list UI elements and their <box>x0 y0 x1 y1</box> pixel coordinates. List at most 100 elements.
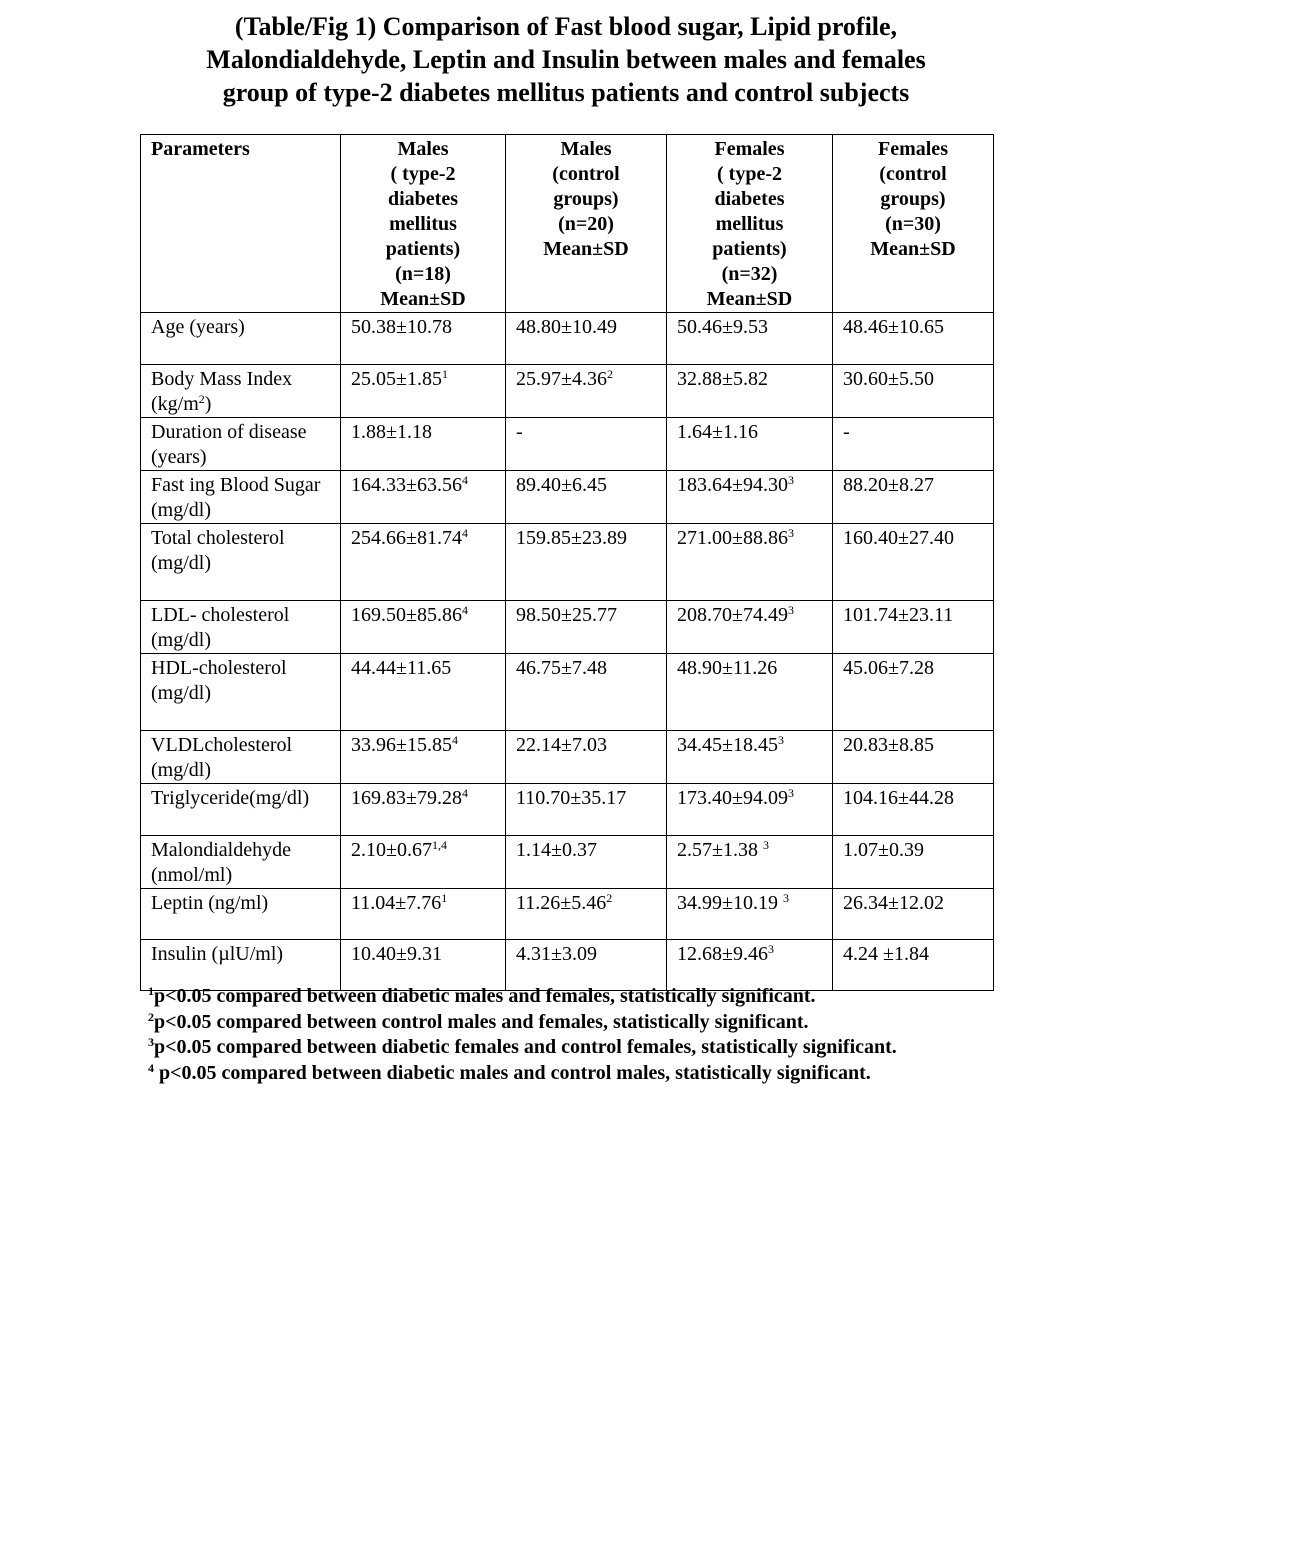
value-cell: 48.90±11.26 <box>666 653 833 731</box>
mean-sd-value: 104.16±44.28 <box>843 787 954 809</box>
mean-sd-value: 208.70±74.49 <box>677 604 788 626</box>
parameter-cell: LDL- cholesterol (mg/dl) <box>140 600 341 654</box>
header-parameters: Parameters <box>140 134 341 313</box>
parameter-cell: Malondialdehyde (nmol/ml) <box>140 835 341 889</box>
value-cell: 160.40±27.40 <box>832 523 994 601</box>
mean-sd-value: 34.99±10.19 <box>677 892 783 914</box>
significance-marker: 2 <box>606 367 613 381</box>
parameter-label: Body Mass Index (kg/m <box>151 368 293 415</box>
mean-sd-value: 173.40±94.09 <box>677 787 788 809</box>
mean-sd-value: 1.14±0.37 <box>516 839 597 861</box>
mean-sd-value: 25.97±4.36 <box>516 368 607 390</box>
mean-sd-value: 50.46±9.53 <box>677 316 768 338</box>
value-cell: 4.24 ±1.84 <box>832 939 994 991</box>
value-cell: 208.70±74.493 <box>666 600 833 654</box>
mean-sd-value: 2.57±1.38 <box>677 839 763 861</box>
comparison-table: Parameters Males ( type-2 diabetes melli… <box>140 134 994 991</box>
value-cell: 44.44±11.65 <box>340 653 506 731</box>
footnote: 1p<0.05 compared between diabetic males … <box>148 984 897 1010</box>
parameter-label: Malondialdehyde (nmol/ml) <box>151 839 291 886</box>
footnote-text: p<0.05 compared between diabetic males a… <box>154 985 816 1007</box>
footnote-marker: 2 <box>148 1009 154 1024</box>
significance-marker: 3 <box>787 473 794 487</box>
value-cell: 88.20±8.27 <box>832 470 994 524</box>
value-cell: 45.06±7.28 <box>832 653 994 731</box>
value-cell: 1.64±1.16 <box>666 417 833 471</box>
table-body: Age (years) 50.38±10.78 48.80±10.49 50.46±9… <box>140 312 994 991</box>
mean-sd-value: 169.83±79.28 <box>351 787 462 809</box>
parameter-label: VLDLcholesterol (mg/dl) <box>151 734 293 781</box>
value-cell: 89.40±6.45 <box>505 470 667 524</box>
mean-sd-value: 271.00±88.86 <box>677 527 788 549</box>
header-row: Parameters Males ( type-2 diabetes melli… <box>140 134 994 313</box>
value-cell: 183.64±94.303 <box>666 470 833 524</box>
mean-sd-value: 4.24 ±1.84 <box>843 943 929 965</box>
table-row: LDL- cholesterol (mg/dl) 169.50±85.864 98.… <box>140 600 994 654</box>
significance-marker: 4 <box>461 526 468 540</box>
table-row: Body Mass Index (kg/m2) 25.05±1.851 25.97±… <box>140 364 994 418</box>
value-cell: 4.31±3.09 <box>505 939 667 991</box>
footnotes: 1p<0.05 compared between diabetic males … <box>148 984 897 1086</box>
footnote-text: p<0.05 compared between diabetic males a… <box>154 1061 871 1084</box>
value-cell: 159.85±23.89 <box>505 523 667 601</box>
value-cell: 22.14±7.03 <box>505 730 667 784</box>
mean-sd-value: 169.50±85.86 <box>351 604 462 626</box>
table-row: Fast ing Blood Sugar (mg/dl) 164.33±63.56… <box>140 470 994 524</box>
mean-sd-value: 20.83±8.85 <box>843 734 934 756</box>
footnote: 4 p<0.05 compared between diabetic males… <box>148 1061 897 1087</box>
value-cell: 2.57±1.38 3 <box>666 835 833 889</box>
mean-sd-value: 44.44±11.65 <box>351 657 452 679</box>
parameter-cell: Duration of disease (years) <box>140 417 341 471</box>
value-cell: 20.83±8.85 <box>832 730 994 784</box>
table-row: Leptin (ng/ml) 11.04±7.761 11.26±5.462 34.9… <box>140 888 994 940</box>
significance-marker: 3 <box>787 526 794 540</box>
mean-sd-value: 101.74±23.11 <box>843 604 954 626</box>
mean-sd-value: - <box>843 421 850 443</box>
value-cell: 169.83±79.284 <box>340 783 506 836</box>
value-cell: - <box>505 417 667 471</box>
table-row: HDL-cholesterol (mg/dl) 44.44±11.65 46.75±… <box>140 653 994 731</box>
mean-sd-value: 22.14±7.03 <box>516 734 607 756</box>
value-cell: 25.05±1.851 <box>340 364 506 418</box>
significance-marker: 3 <box>782 891 789 905</box>
significance-marker: 3 <box>777 733 784 747</box>
mean-sd-value: 98.50±25.77 <box>516 604 617 626</box>
footnote-marker: 4 <box>148 1060 154 1075</box>
parameter-cell: VLDLcholesterol (mg/dl) <box>140 730 341 784</box>
parameter-label: Age (years) <box>151 316 245 338</box>
value-cell: 271.00±88.863 <box>666 523 833 601</box>
mean-sd-value: 48.46±10.65 <box>843 316 944 338</box>
value-cell: 98.50±25.77 <box>505 600 667 654</box>
parameter-superscript: 2 <box>198 392 205 406</box>
table-row: Total cholesterol (mg/dl) 254.66±81.744 15… <box>140 523 994 601</box>
table-row: Malondialdehyde (nmol/ml) 2.10±0.671,4 1.1… <box>140 835 994 889</box>
footnote: 3p<0.05 compared between diabetic female… <box>148 1035 897 1061</box>
footnote-marker: 1 <box>148 984 154 998</box>
value-cell: 34.45±18.453 <box>666 730 833 784</box>
significance-marker: 4 <box>451 733 458 747</box>
parameter-cell: HDL-cholesterol (mg/dl) <box>140 653 341 731</box>
value-cell: 33.96±15.854 <box>340 730 506 784</box>
mean-sd-value: 11.26±5.46 <box>516 892 607 914</box>
parameter-cell: Fast ing Blood Sugar (mg/dl) <box>140 470 341 524</box>
significance-marker: 1,4 <box>431 838 447 852</box>
value-cell: 11.26±5.462 <box>505 888 667 940</box>
mean-sd-value: 26.34±12.02 <box>843 892 944 914</box>
parameter-label: Insulin (µlU/ml) <box>151 943 284 965</box>
mean-sd-value: 164.33±63.56 <box>351 474 462 496</box>
mean-sd-value: 30.60±5.50 <box>843 368 934 390</box>
mean-sd-value: 33.96±15.85 <box>351 734 452 756</box>
significance-marker: 3 <box>787 786 794 800</box>
parameter-cell: Body Mass Index (kg/m2) <box>140 364 341 418</box>
value-cell: 25.97±4.362 <box>505 364 667 418</box>
mean-sd-value: 89.40±6.45 <box>516 474 607 496</box>
footnote: 2p<0.05 compared between control males a… <box>148 1010 897 1036</box>
value-cell: 110.70±35.17 <box>505 783 667 836</box>
value-cell: 50.38±10.78 <box>340 312 506 365</box>
value-cell: 173.40±94.093 <box>666 783 833 836</box>
table-row: VLDLcholesterol (mg/dl) 33.96±15.854 22.14… <box>140 730 994 784</box>
value-cell: 1.14±0.37 <box>505 835 667 889</box>
value-cell: 2.10±0.671,4 <box>340 835 506 889</box>
table-title: (Table/Fig 1) Comparison of Fast blood s… <box>206 12 926 107</box>
significance-marker: 4 <box>461 473 468 487</box>
